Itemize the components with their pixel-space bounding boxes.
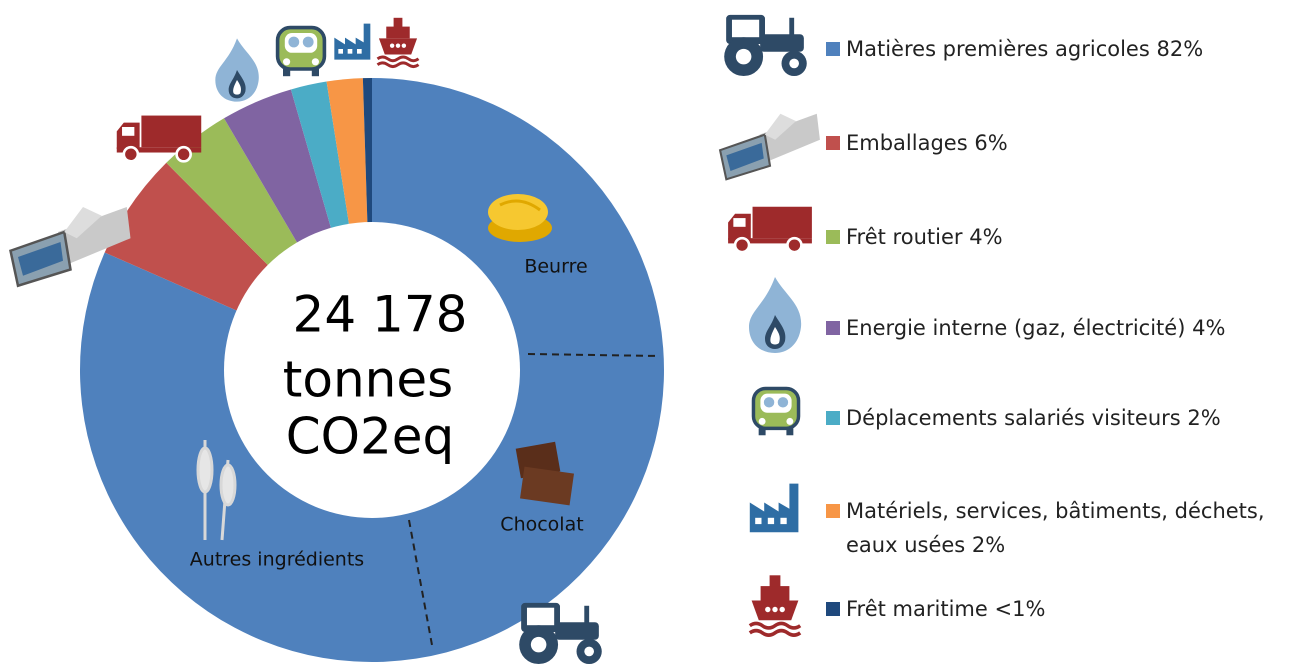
legend-label: Matières premières agricoles: [846, 37, 1150, 61]
legend-swatch: [826, 42, 840, 56]
legend-text: Emballages 6%: [846, 126, 1296, 160]
legend-text: Frêt routier 4%: [846, 220, 1296, 254]
packaging-icon: [720, 114, 820, 180]
legend-swatch: [826, 602, 840, 616]
flame-icon: [215, 38, 258, 101]
annotation: Chocolat: [500, 514, 583, 536]
legend-text: Matériels, services, bâtiments, déchets,…: [846, 494, 1296, 562]
legend-swatch: [826, 230, 840, 244]
legend-text: Matières premières agricoles 82%: [846, 32, 1296, 66]
legend-entry: Energie interne (gaz, électricité) 4%: [826, 311, 1296, 345]
legend-value: 2%: [1187, 406, 1220, 430]
center-text: CO2eq: [286, 408, 455, 466]
legend-label: Energie interne (gaz, électricité): [846, 316, 1185, 340]
legend-label: Déplacements salariés visiteurs: [846, 406, 1181, 430]
legend-value: 4%: [1192, 316, 1225, 340]
factory-icon: [334, 24, 370, 60]
legend-swatch: [826, 321, 840, 335]
legend-value: 2%: [972, 533, 1005, 557]
legend-entry: Frêt routier 4%: [826, 220, 1296, 254]
legend-label: Frêt maritime: [846, 597, 988, 621]
legend-value: 82%: [1156, 37, 1203, 61]
truck-icon: [728, 207, 812, 252]
legend-text: Energie interne (gaz, électricité) 4%: [846, 311, 1296, 345]
legend-entry: Déplacements salariés visiteurs 2%: [826, 401, 1296, 435]
factory-icon: [750, 484, 799, 533]
legend-swatch: [826, 411, 840, 425]
tractor-icon: [724, 15, 807, 76]
annotation: Autres ingrédients: [190, 549, 364, 571]
legend-text: Déplacements salariés visiteurs 2%: [846, 401, 1296, 435]
legend-value: 6%: [974, 131, 1007, 155]
center-text: 24 178: [293, 286, 468, 344]
legend-entry: Emballages 6%: [826, 126, 1296, 160]
bus-icon: [753, 388, 798, 435]
legend-swatch: [826, 136, 840, 150]
annotation: Beurre: [524, 256, 587, 278]
legend-entry: Matériels, services, bâtiments, déchets,…: [826, 494, 1296, 562]
ship-icon: [377, 18, 418, 67]
page: 24 178 tonnes CO2eq Beurre Chocolat Autr…: [0, 0, 1299, 666]
legend-label: Frêt routier: [846, 225, 963, 249]
truck-icon: [117, 116, 201, 162]
legend-swatch: [826, 504, 840, 518]
legend-text: Frêt maritime <1%: [846, 592, 1296, 626]
legend-entry: Matières premières agricoles 82%: [826, 32, 1296, 66]
center-text: tonnes: [283, 351, 453, 409]
ship-icon: [750, 575, 800, 635]
legend-entry: Frêt maritime <1%: [826, 592, 1296, 626]
flame-icon: [749, 277, 801, 353]
tractor-icon: [519, 603, 602, 664]
legend-value: 4%: [969, 225, 1002, 249]
legend-value: <1%: [994, 597, 1045, 621]
legend-label: Matériels, services, bâtiments, déchets,…: [846, 499, 1265, 557]
legend-label: Emballages: [846, 131, 968, 155]
bus-icon: [278, 28, 325, 77]
